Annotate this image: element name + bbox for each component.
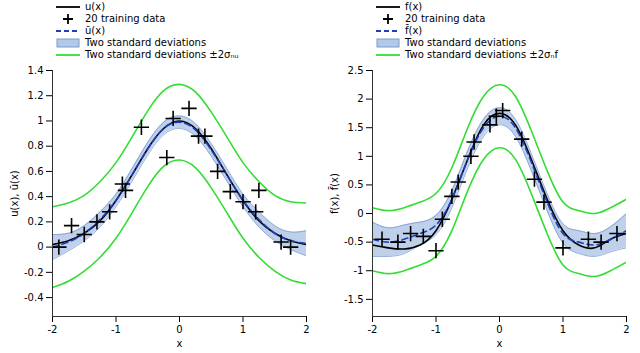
svg-text:1.4: 1.4 xyxy=(28,65,44,76)
svg-text:-2: -2 xyxy=(368,324,378,335)
svg-text:u(x), ū(x): u(x), ū(x) xyxy=(9,170,20,217)
svg-text:2: 2 xyxy=(303,324,309,335)
svg-text:0.6: 0.6 xyxy=(28,166,44,177)
html-text:f̄(x): f̄(x) xyxy=(405,25,423,36)
svg-text:0: 0 xyxy=(176,324,182,335)
svg-text:1.2: 1.2 xyxy=(28,90,44,101)
svg-text:-1: -1 xyxy=(354,265,364,276)
svg-text:-0.2: -0.2 xyxy=(24,267,44,278)
svg-text:f(x), f̄(x): f(x), f̄(x) xyxy=(328,173,340,214)
svg-text:-1: -1 xyxy=(431,324,441,335)
svg-text:0.2: 0.2 xyxy=(28,216,44,227)
html-text:Two standard deviations: Two standard deviations xyxy=(85,37,207,48)
svg-text:2.5: 2.5 xyxy=(348,65,364,76)
svg-text:2: 2 xyxy=(357,93,363,104)
svg-text:-0.4: -0.4 xyxy=(24,292,44,303)
svg-text:-1: -1 xyxy=(111,324,121,335)
svg-text:-2: -2 xyxy=(48,324,58,335)
html-text:Two standard deviations: Two standard deviations xyxy=(405,37,527,48)
svg-text:-1.5: -1.5 xyxy=(344,294,364,305)
svg-text:-0.5: -0.5 xyxy=(344,236,364,247)
html-text:Two standard deviations ±2σₙf: Two standard deviations ±2σₙf xyxy=(405,49,558,60)
svg-text:x: x xyxy=(497,338,503,349)
svg-text:0: 0 xyxy=(357,208,363,219)
html-text:Two standard deviations ±2σₙᵤ: Two standard deviations ±2σₙᵤ xyxy=(85,49,239,60)
svg-text:1: 1 xyxy=(560,324,566,335)
svg-text:1: 1 xyxy=(240,324,246,335)
html-text:20 training data: 20 training data xyxy=(405,13,486,24)
svg-text:0: 0 xyxy=(37,241,43,252)
svg-text:0.8: 0.8 xyxy=(28,140,44,151)
svg-text:0.4: 0.4 xyxy=(28,191,44,202)
svg-text:1: 1 xyxy=(357,151,363,162)
svg-text:1: 1 xyxy=(37,115,43,126)
html-text:u(x): u(x) xyxy=(85,1,106,12)
svg-text:1.5: 1.5 xyxy=(348,122,364,133)
svg-text:0: 0 xyxy=(496,324,502,335)
svg-text:0.5: 0.5 xyxy=(348,179,364,190)
svg-text:2: 2 xyxy=(623,324,629,335)
html-text:f(x): f(x) xyxy=(405,1,423,12)
html-text:ū(x): ū(x) xyxy=(85,25,106,36)
html-text:20 training data: 20 training data xyxy=(85,13,166,24)
svg-text:x: x xyxy=(177,338,183,349)
